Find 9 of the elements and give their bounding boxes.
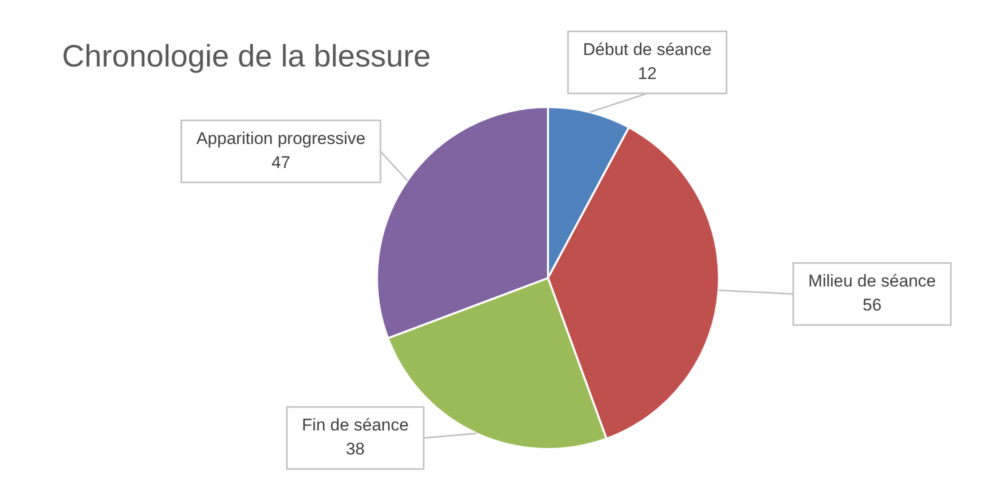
slice-label: Milieu de séance: [808, 272, 936, 291]
slice-label: Apparition progressive: [196, 129, 366, 148]
data-label: 47: [271, 153, 290, 172]
data-label: 12: [638, 64, 657, 84]
slice-label: Fin de séance: [302, 416, 409, 435]
data-label: 38: [346, 440, 365, 459]
data-label: 56: [862, 296, 882, 315]
slice-label: Début de séance: [582, 40, 712, 60]
chart-title: Chronologie de la blessure: [62, 38, 431, 74]
